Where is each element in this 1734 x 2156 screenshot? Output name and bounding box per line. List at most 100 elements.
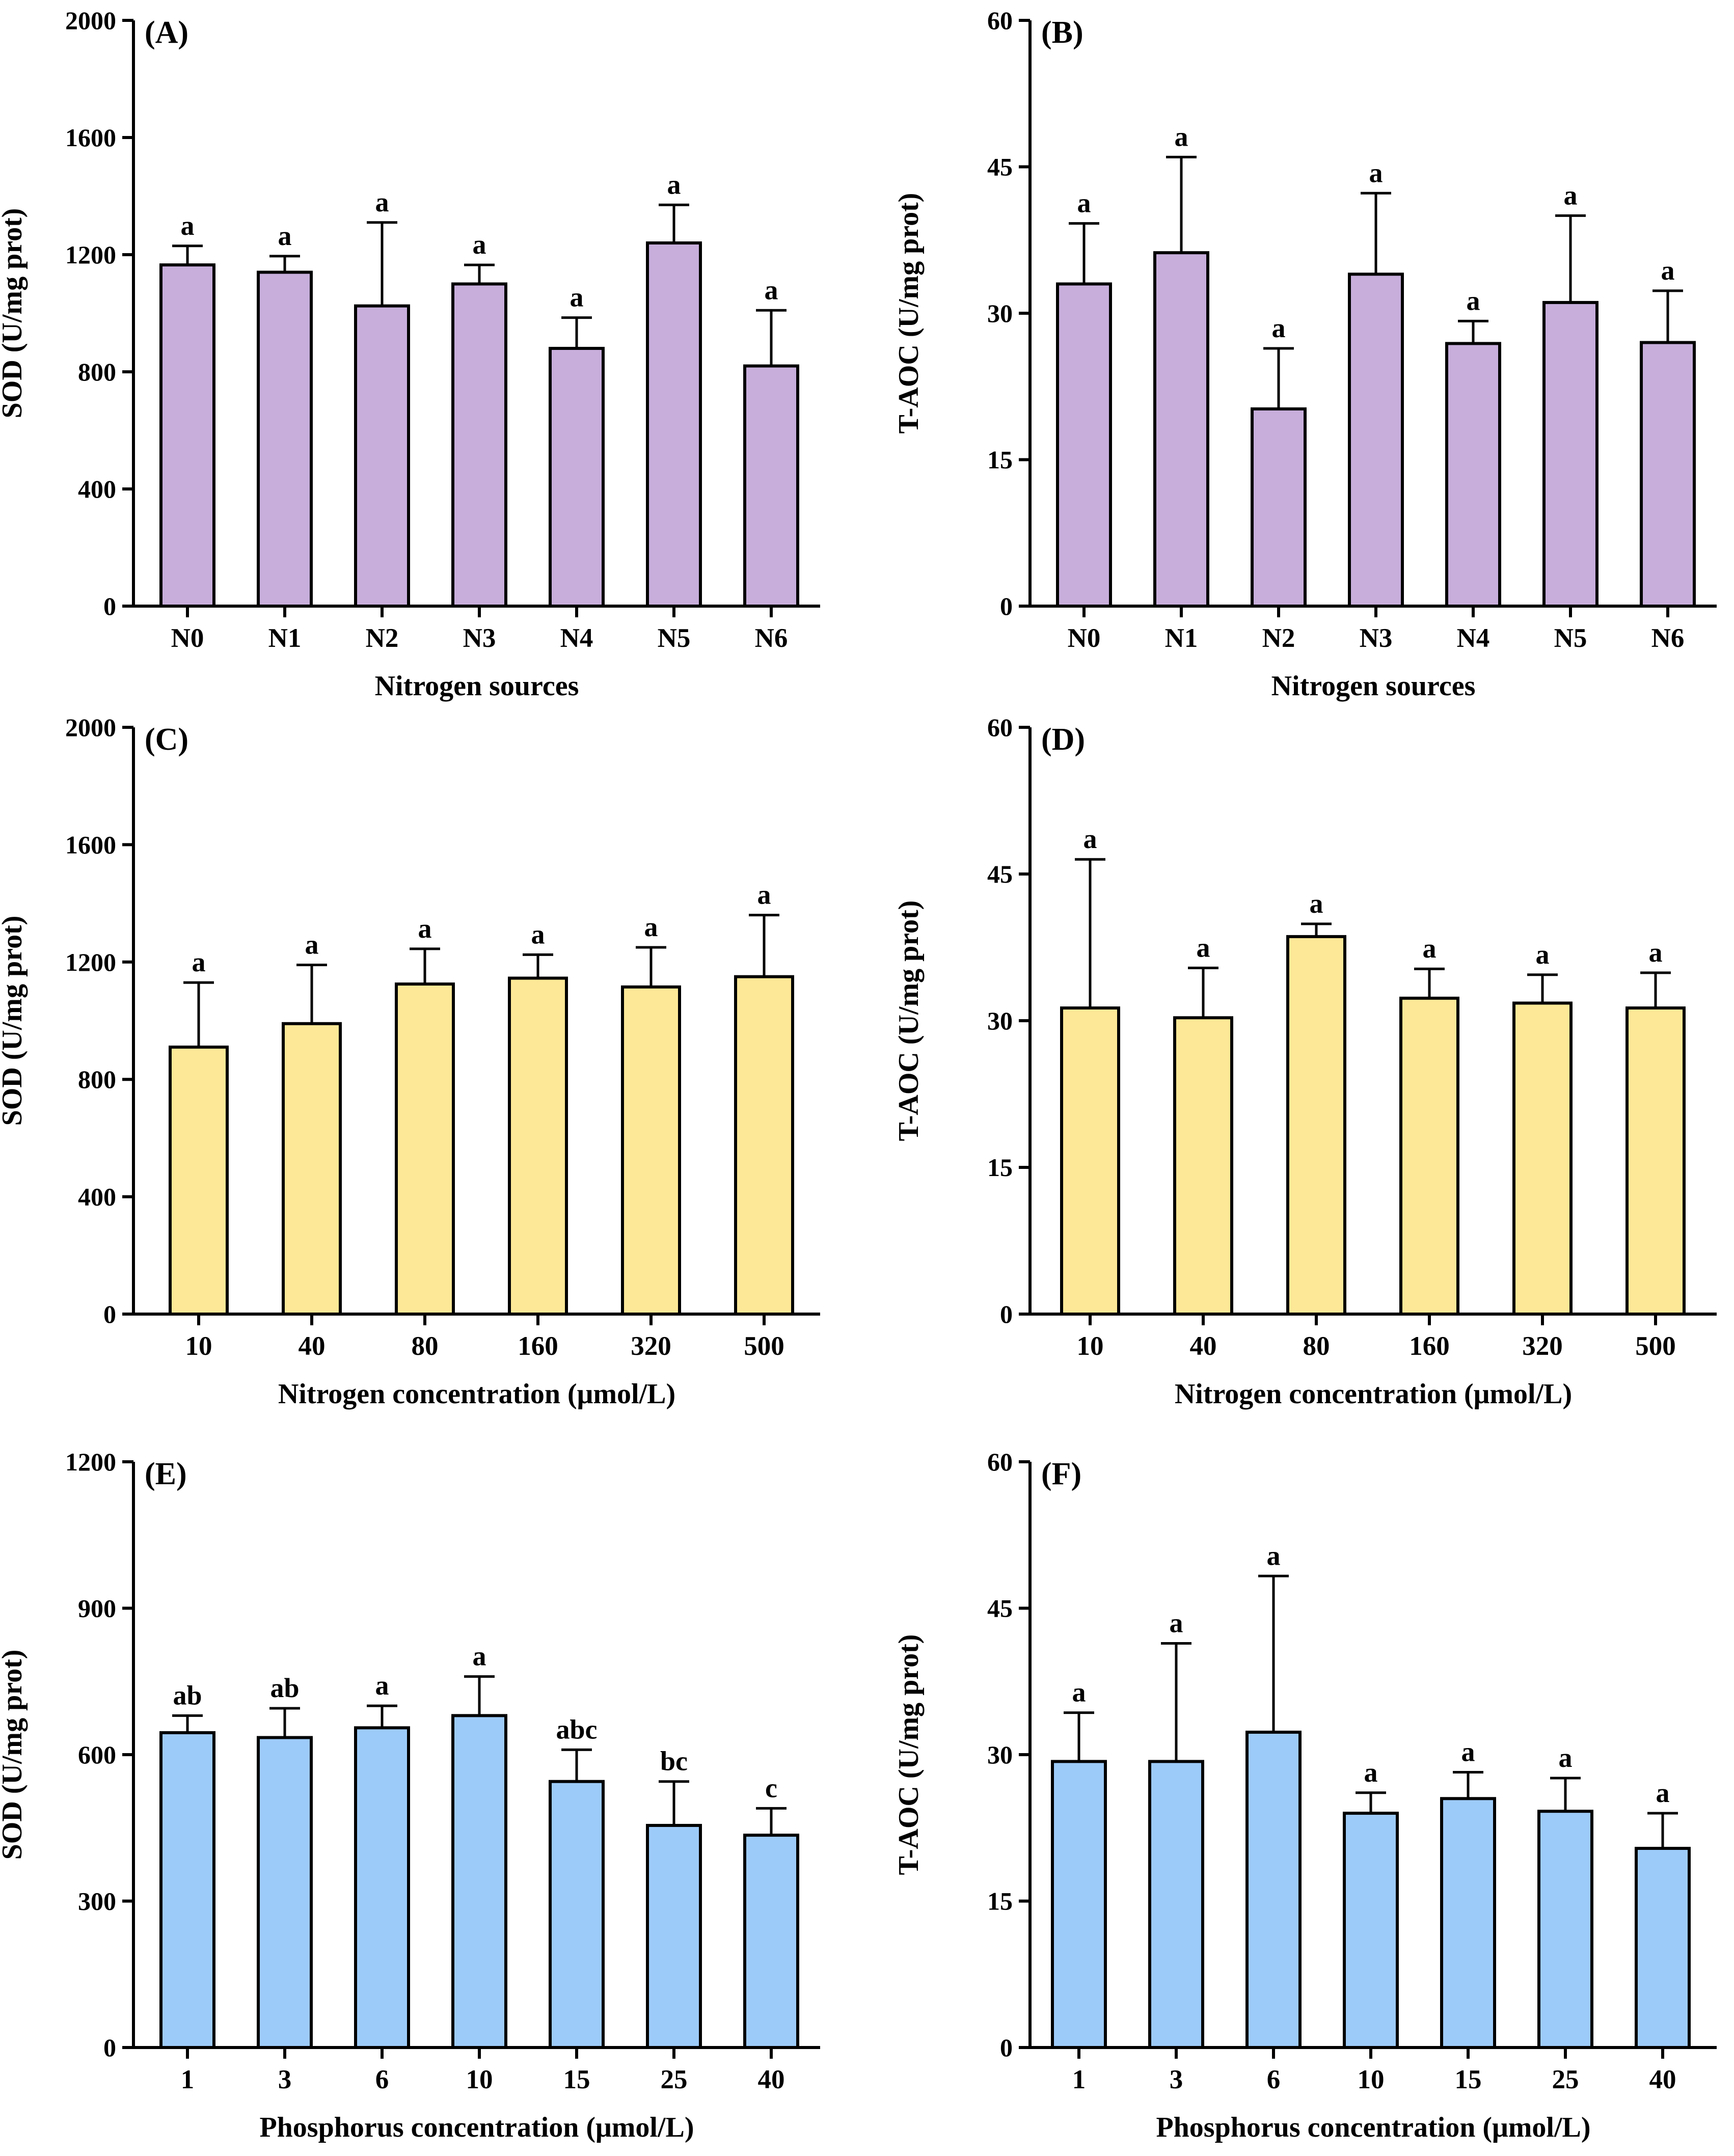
y-axis-label-e: SOD (U/mg prot): [0, 1650, 28, 1860]
chart-panel-f: 0 15 30 45 60 T-AOC (U/mg prot) (F) a 1 a 3 a 6 a 10 a 1…: [893, 1448, 1717, 2143]
bar-e-40: [743, 1834, 799, 2049]
y-tick-label-d: 0: [1000, 1300, 1013, 1328]
significance-letter-e-25: bc: [660, 1746, 688, 1777]
x-tick-label-f-40: 40: [1649, 2065, 1676, 2094]
x-tick-label-b-N2: N2: [1262, 623, 1295, 653]
chart-panel-d: 0 15 30 45 60 T-AOC (U/mg prot) (D) a 10 a 40 a 80 a 1…: [893, 713, 1717, 1410]
significance-letter-e-10: a: [473, 1641, 486, 1672]
chart-panel-c: 0 400 800 1200 1600 2000 SOD (U/mg prot) (C) a 10…: [0, 713, 820, 1410]
x-tick-label-f-3: 3: [1170, 2065, 1183, 2094]
x-tick-label-b-N0: N0: [1068, 623, 1101, 653]
significance-letter-f-3: a: [1170, 1608, 1183, 1639]
y-tick-label-a: 2000: [65, 6, 116, 35]
bar-f-3: [1148, 1760, 1204, 2050]
significance-letter-b-N2: a: [1272, 313, 1286, 343]
y-tick-label-b: 15: [987, 446, 1013, 474]
x-tick-label-e-40: 40: [758, 2065, 785, 2094]
bar-c-40: [282, 1022, 342, 1316]
y-axis-label-b: T-AOC (U/mg prot): [893, 193, 925, 434]
chart-panel-a: 0 400 800 1200 1600 2000 SOD (U/mg prot) (A) a N0…: [0, 6, 820, 702]
significance-letter-f-25: a: [1559, 1742, 1573, 1773]
y-tick-label-e: 600: [78, 1740, 116, 1769]
significance-letter-d-160: a: [1423, 933, 1437, 964]
y-tick-label-c: 800: [78, 1065, 116, 1094]
y-tick-label-e: 300: [78, 1887, 116, 1916]
x-tick-label-b-N5: N5: [1554, 623, 1587, 653]
panel-label-d: (D): [1041, 722, 1085, 757]
x-tick-label-e-25: 25: [661, 2065, 688, 2094]
chart-panel-b: 0 15 30 45 60 T-AOC (U/mg prot) (B) a N0 a N1 a N2 a N…: [893, 6, 1717, 702]
x-axis-label-b: Nitrogen sources: [1271, 670, 1476, 702]
significance-letter-d-40: a: [1197, 932, 1210, 963]
x-tick-label-a-N4: N4: [560, 623, 593, 653]
bar-f-6: [1245, 1730, 1302, 2050]
x-tick-label-d-160: 160: [1409, 1331, 1450, 1361]
significance-letter-b-N6: a: [1661, 255, 1675, 286]
x-axis-label-f: Phosphorus concentration (μmol/L): [1156, 2112, 1590, 2143]
x-tick-label-c-80: 80: [412, 1331, 439, 1361]
significance-letter-b-N4: a: [1467, 285, 1480, 316]
significance-letter-e-15: abc: [556, 1714, 598, 1744]
x-tick-label-f-1: 1: [1072, 2065, 1086, 2094]
bar-b-N0: [1056, 282, 1112, 608]
x-tick-label-d-80: 80: [1303, 1331, 1330, 1361]
x-tick-label-b-N3: N3: [1360, 623, 1393, 653]
bar-c-320: [621, 985, 681, 1316]
x-axis-label-d: Nitrogen concentration (μmol/L): [1175, 1378, 1572, 1410]
significance-letter-f-40: a: [1656, 1778, 1670, 1808]
significance-letter-c-10: a: [192, 947, 206, 977]
x-tick-label-f-25: 25: [1552, 2065, 1579, 2094]
bar-a-N6: [743, 364, 799, 608]
y-tick-label-f: 45: [987, 1594, 1013, 1623]
x-tick-label-a-N1: N1: [268, 623, 302, 653]
bar-c-10: [169, 1045, 229, 1316]
y-tick-label-a: 0: [103, 592, 116, 620]
bar-a-N4: [549, 347, 605, 608]
significance-letter-b-N1: a: [1175, 121, 1188, 152]
significance-letter-a-N3: a: [473, 229, 486, 260]
significance-letter-b-N5: a: [1564, 180, 1578, 210]
bar-b-N2: [1251, 407, 1307, 608]
x-tick-label-a-N5: N5: [658, 623, 691, 653]
significance-letter-d-320: a: [1536, 939, 1550, 970]
x-tick-label-a-N3: N3: [463, 623, 496, 653]
x-tick-label-c-320: 320: [631, 1331, 671, 1361]
significance-letter-a-N6: a: [765, 275, 778, 305]
x-tick-label-d-10: 10: [1077, 1331, 1104, 1361]
bar-e-15: [549, 1780, 605, 2049]
bar-d-500: [1625, 1006, 1686, 1316]
y-tick-label-a: 800: [78, 358, 116, 386]
x-tick-label-d-500: 500: [1635, 1331, 1676, 1361]
y-tick-label-b: 60: [987, 6, 1013, 35]
y-axis-label-a: SOD (U/mg prot): [0, 208, 28, 419]
significance-letter-d-10: a: [1083, 824, 1097, 854]
significance-letter-f-6: a: [1267, 1540, 1281, 1571]
panel-label-b: (B): [1041, 15, 1083, 50]
significance-letter-b-N0: a: [1077, 188, 1091, 219]
x-tick-label-b-N6: N6: [1651, 623, 1685, 653]
significance-letter-b-N3: a: [1369, 157, 1383, 188]
bar-c-80: [395, 983, 455, 1316]
panel-label-c: (C): [145, 722, 188, 757]
panel-label-e: (E): [145, 1457, 187, 1491]
x-tick-label-a-N0: N0: [171, 623, 204, 653]
bar-b-N1: [1153, 251, 1209, 608]
y-tick-label-b: 30: [987, 299, 1013, 328]
x-axis-label-e: Phosphorus concentration (μmol/L): [259, 2112, 694, 2143]
y-tick-label-e: 1200: [65, 1448, 116, 1476]
y-axis-label-c: SOD (U/mg prot): [0, 916, 28, 1126]
significance-letter-d-80: a: [1310, 888, 1323, 919]
x-tick-label-c-40: 40: [299, 1331, 326, 1361]
x-tick-label-a-N6: N6: [755, 623, 788, 653]
significance-letter-a-N5: a: [667, 169, 681, 200]
y-axis-label-d: T-AOC (U/mg prot): [893, 900, 925, 1141]
y-tick-label-f: 60: [987, 1448, 1013, 1476]
significance-letter-f-1: a: [1072, 1677, 1086, 1708]
panel-label-a: (A): [145, 15, 188, 50]
y-tick-label-d: 60: [987, 713, 1013, 742]
bar-c-160: [508, 976, 568, 1316]
x-tick-label-f-10: 10: [1358, 2065, 1385, 2094]
significance-letter-c-160: a: [531, 919, 545, 949]
bar-b-N3: [1348, 272, 1404, 608]
y-tick-label-b: 0: [1000, 592, 1013, 620]
